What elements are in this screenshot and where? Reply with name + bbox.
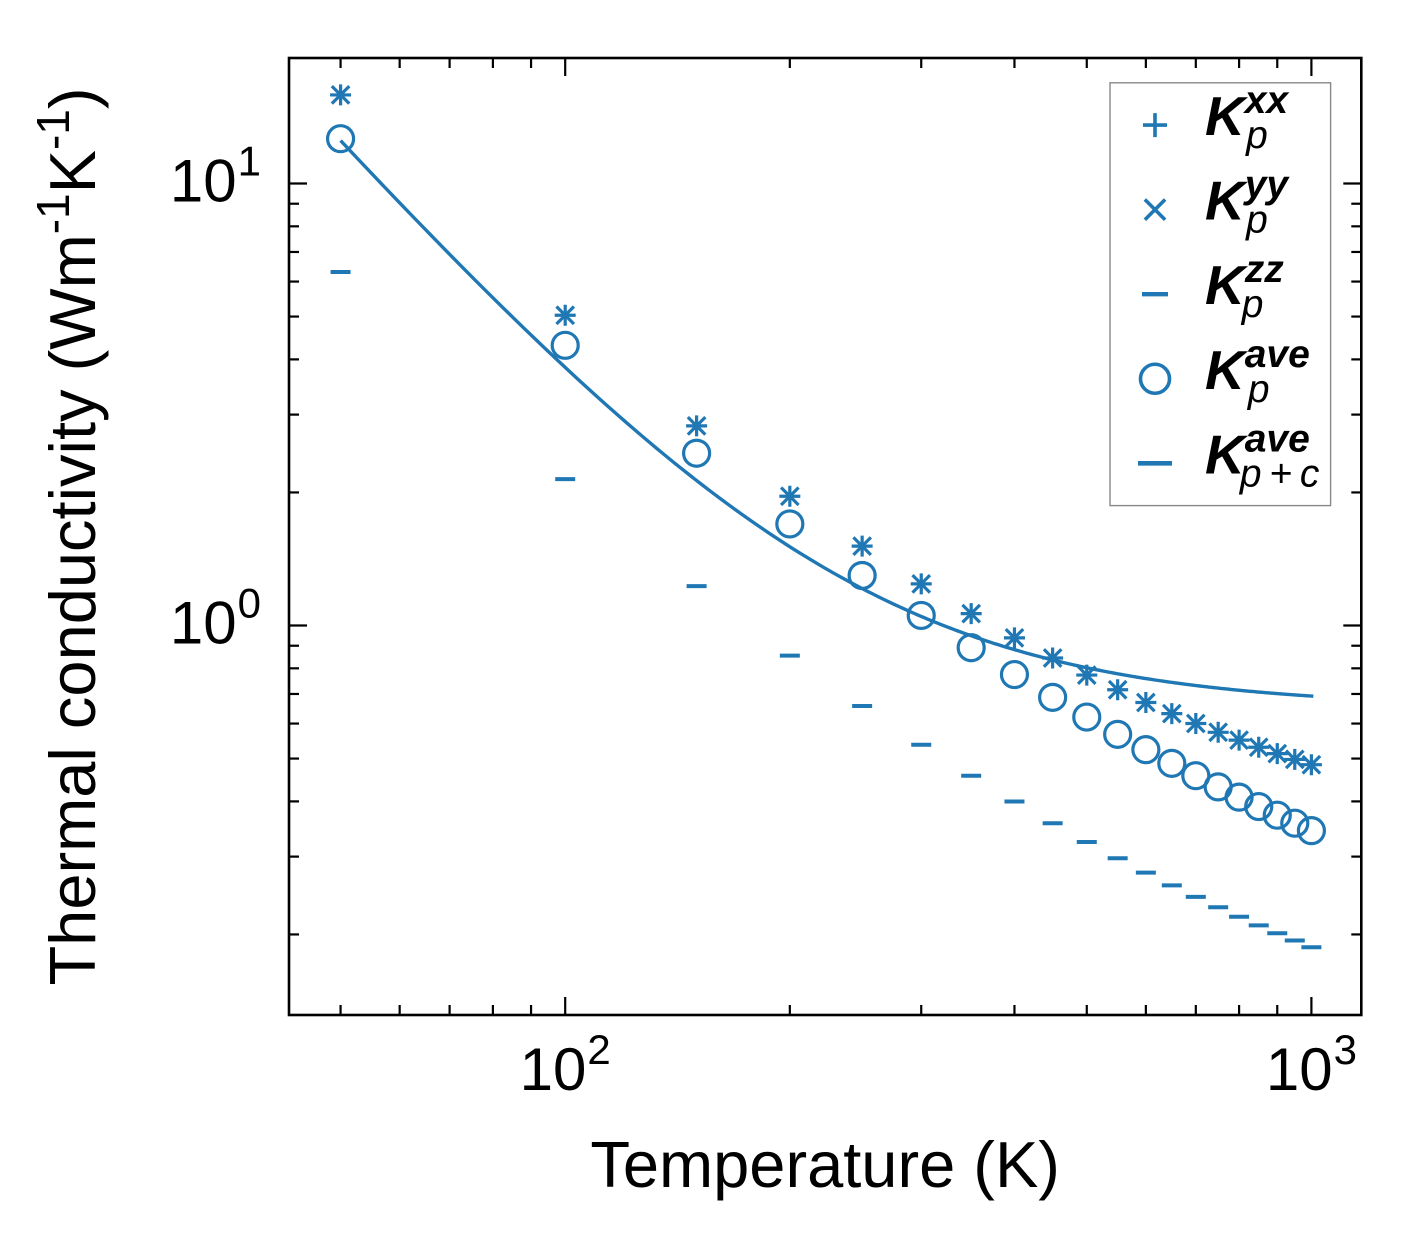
svg-text:101: 101 [170,138,261,215]
svg-text:103: 103 [1266,1026,1357,1103]
svg-text:Thermal conductivity (Wm-1K-1): Thermal conductivity (Wm-1K-1) [27,87,109,985]
svg-text:Temperature (K): Temperature (K) [590,1128,1060,1201]
svg-text:102: 102 [520,1026,611,1103]
svg-text:100: 100 [170,580,261,657]
